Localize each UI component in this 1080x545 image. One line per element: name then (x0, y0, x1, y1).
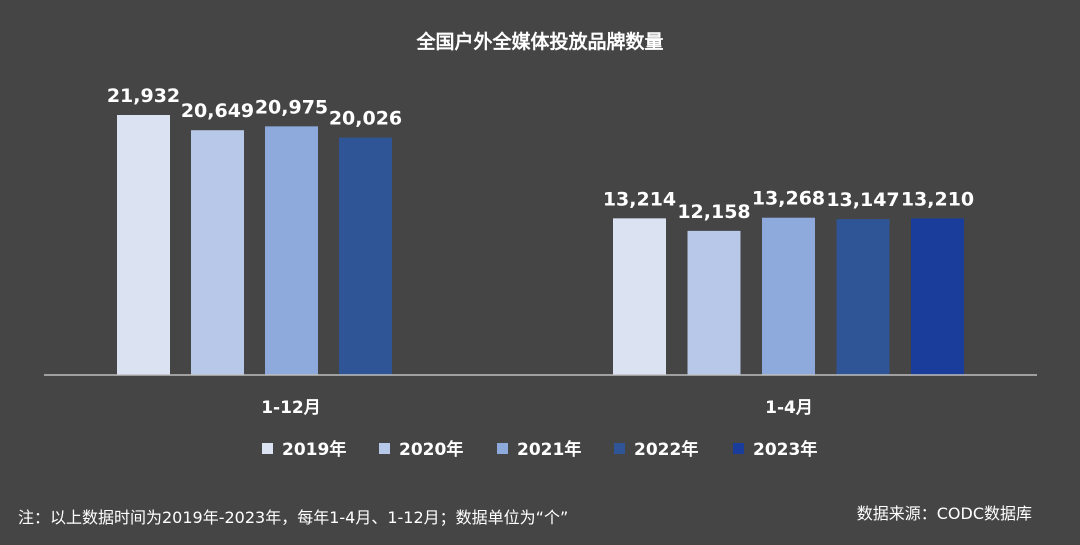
footnote: 注：以上数据时间为2019年-2023年，每年1-4月、1-12月；数据单位为“… (18, 508, 568, 527)
bar-1-4月-2019年 (613, 218, 666, 375)
data-label: 13,268 (752, 188, 825, 210)
bar-1-12月-2021年 (265, 126, 318, 376)
bar-1-4月-2023年 (911, 218, 964, 375)
legend-label: 2021年 (517, 439, 581, 460)
bar-1-12月-2020年 (191, 130, 244, 375)
legend-swatch (733, 443, 744, 454)
data-label: 21,932 (107, 85, 180, 107)
data-label: 13,210 (901, 188, 974, 210)
bar-1-12月-2022年 (339, 137, 392, 375)
legend-swatch (379, 443, 390, 454)
category-label: 1-12月 (261, 398, 321, 418)
chart-title: 全国户外全媒体投放品牌数量 (415, 30, 663, 53)
legend-swatch (614, 443, 625, 454)
legend-label: 2022年 (634, 439, 698, 460)
bar-1-4月-2020年 (687, 230, 741, 375)
legend-label: 2020年 (399, 439, 463, 460)
legend-swatch (497, 443, 508, 454)
data-label: 13,214 (603, 188, 676, 210)
legend: 2019年 2020年 2021年 2022年 2023年 (262, 439, 817, 460)
data-label: 20,026 (329, 108, 402, 130)
source-note: 数据来源：CODC数据库 (857, 504, 1032, 523)
bar-1-4月-2021年 (762, 217, 815, 375)
bar-1-12月-2019年 (117, 115, 170, 375)
category-labels: 1-12月 1-4月 (261, 398, 813, 418)
category-label: 1-4月 (765, 398, 813, 418)
legend-label: 2023年 (753, 439, 817, 460)
data-label: 12,158 (677, 201, 750, 223)
bar-1-4月-2022年 (836, 219, 890, 375)
data-label: 20,649 (181, 100, 254, 122)
data-label: 13,147 (826, 189, 899, 211)
legend-label: 2019年 (282, 439, 346, 460)
data-label: 20,975 (255, 96, 328, 118)
legend-swatch (262, 443, 273, 454)
